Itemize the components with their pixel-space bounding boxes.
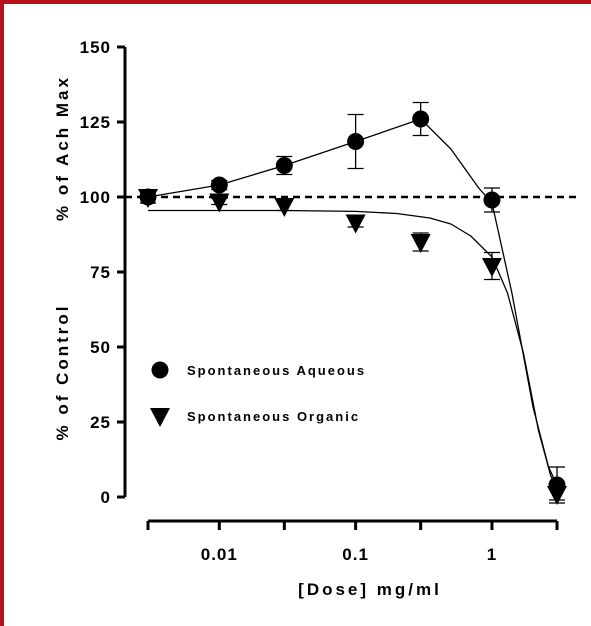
legend-marker bbox=[150, 408, 170, 427]
data-point bbox=[410, 234, 431, 253]
y-tick-label: 0 bbox=[101, 488, 111, 507]
legend-marker bbox=[151, 361, 169, 379]
legend-label: Spontaneous Organic bbox=[187, 409, 360, 424]
x-tick-label: 1 bbox=[487, 545, 497, 564]
data-point bbox=[210, 176, 228, 194]
data-point bbox=[483, 191, 501, 209]
fit-line bbox=[148, 209, 558, 489]
y-tick-label: 100 bbox=[80, 188, 111, 207]
data-point bbox=[547, 486, 567, 505]
data-point bbox=[345, 214, 366, 234]
data-point bbox=[347, 133, 365, 150]
y-tick-label: 50 bbox=[90, 338, 111, 357]
data-point bbox=[481, 258, 502, 277]
fit-line bbox=[147, 118, 558, 486]
y-axis-title-lower: % of Control bbox=[53, 303, 72, 440]
y-axis-title-upper: % of Ach Max bbox=[53, 75, 72, 221]
x-tick-label: 0.1 bbox=[342, 545, 369, 564]
y-tick-label: 75 bbox=[90, 263, 111, 282]
x-axis-title: [Dose] mg/ml bbox=[298, 580, 442, 599]
data-point bbox=[209, 193, 230, 213]
data-point bbox=[138, 189, 158, 208]
y-tick-label: 25 bbox=[90, 413, 111, 432]
y-tick-label: 150 bbox=[80, 38, 111, 57]
y-tick-label: 125 bbox=[80, 113, 111, 132]
legend-label: Spontaneous Aqueous bbox=[187, 363, 366, 378]
data-point bbox=[274, 198, 295, 217]
series-aqueous bbox=[139, 101, 566, 504]
x-tick-label: 0.01 bbox=[201, 545, 238, 564]
series-organic bbox=[138, 189, 567, 505]
data-point bbox=[275, 157, 293, 174]
data-point bbox=[412, 110, 430, 128]
